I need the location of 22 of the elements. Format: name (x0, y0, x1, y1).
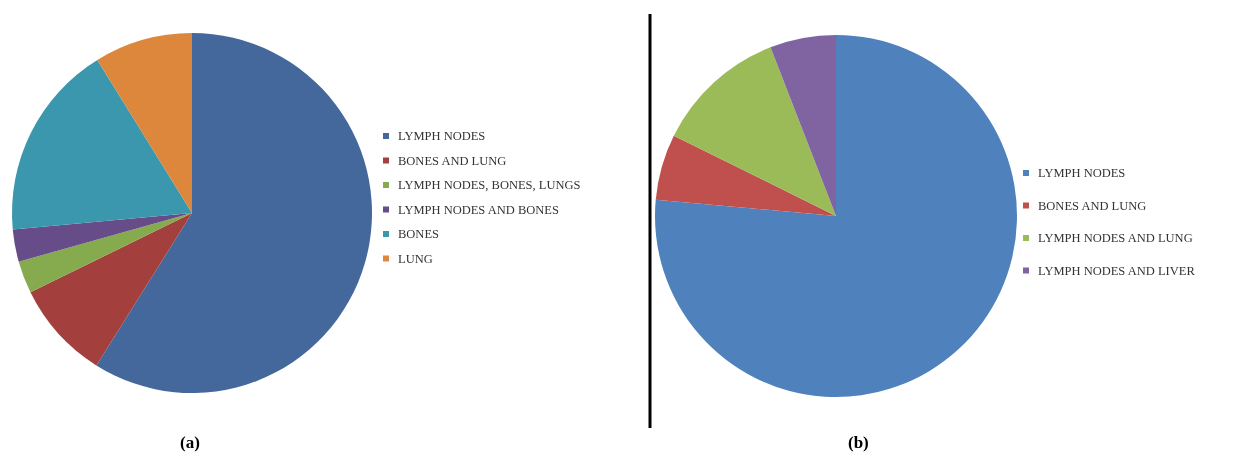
legend-label: BONES AND LUNG (398, 153, 507, 168)
pie-slice (97, 33, 192, 213)
legend-label: LYMPH NODES, BONES, LUNGS (398, 178, 581, 192)
pie-slice (12, 59, 192, 230)
pie-slice (655, 135, 836, 216)
pie-slice (770, 35, 836, 216)
text: (b) (848, 433, 869, 452)
legend-label: BONES AND LUNG (1038, 198, 1147, 213)
legend-label: LYMPH NODES (398, 129, 486, 143)
pie-slice (655, 35, 1017, 397)
legend-label: LYMPH NODES AND LUNG (1038, 231, 1193, 245)
pie-slice (30, 213, 192, 366)
text: (a) (180, 433, 200, 452)
legend-label: LUNG (398, 251, 433, 266)
legend-label: LYMPH NODES (1038, 166, 1126, 180)
pie-slice (18, 213, 192, 293)
pie-slice (673, 47, 836, 216)
legend-label: LYMPH NODES AND LIVER (1038, 263, 1196, 278)
legend-label: BONES (398, 227, 440, 241)
pie-slice (96, 33, 372, 393)
pie-slice (12, 213, 192, 262)
legend-label: LYMPH NODES AND BONES (398, 202, 559, 217)
